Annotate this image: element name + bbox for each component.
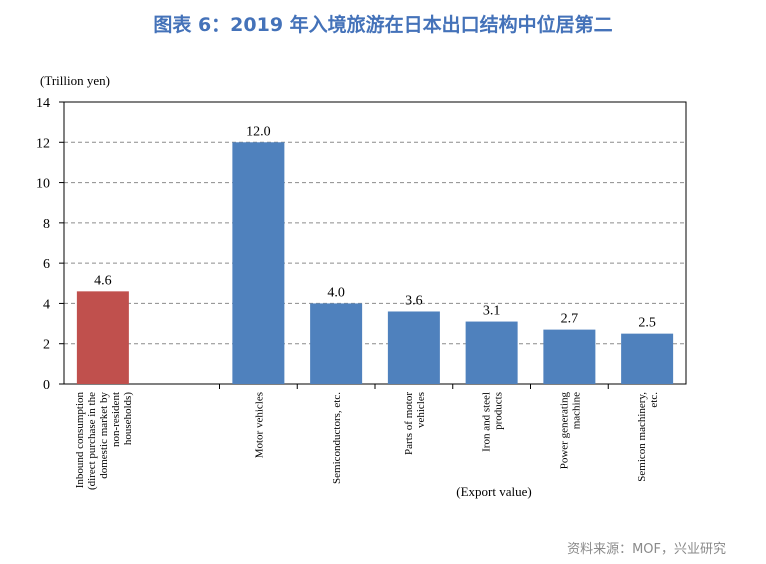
x-tick-label: Iron and steel products <box>481 392 505 452</box>
bar <box>232 142 285 384</box>
y-tick-label: 8 <box>43 217 50 232</box>
x-tick-label-line: domestic market by <box>98 392 110 479</box>
y-tick-label: 2 <box>43 338 50 353</box>
y-axis-label: (Trillion yen) <box>40 73 110 88</box>
x-tick-label-line: households) <box>122 392 134 446</box>
x-tick-label-line: Iron and steel <box>481 392 493 452</box>
y-tick-label: 14 <box>36 96 50 111</box>
x-tick-label: Motor vehicles <box>253 392 265 458</box>
gridlines <box>64 141 686 345</box>
x-tick-label-line: machine <box>570 392 582 429</box>
x-tick-label-line: Parts of motor <box>403 392 415 455</box>
bars: 4.6 12.0 4.0 3.6 3.1 2.7 2.5 <box>76 124 674 384</box>
y-tick-label: 6 <box>43 257 50 272</box>
figure-title: 图表 6：2019 年入境旅游在日本出口结构中位居第二 <box>153 14 613 36</box>
x-axis-label: (Export value) <box>456 484 531 499</box>
x-tick-label: Parts of motor vehicles <box>403 392 427 455</box>
y-tick-label: 4 <box>43 297 50 312</box>
data-label: 4.0 <box>327 285 345 300</box>
bar <box>465 321 518 384</box>
bar <box>76 291 129 384</box>
x-tick-label-line: vehicles <box>415 392 427 428</box>
x-tick-label-line: products <box>493 392 505 430</box>
x-tick-label-line: Power generating <box>558 392 570 470</box>
x-tick-label: Power generating machine <box>558 392 582 470</box>
source-note: 资料来源：MOF，兴业研究 <box>567 542 726 557</box>
bar <box>621 333 674 384</box>
x-axis: Inbound consumption (direct purchase in t… <box>74 384 660 490</box>
data-label: 3.1 <box>483 304 501 319</box>
x-tick-label-line: (direct purchase in the <box>86 392 98 490</box>
bar <box>543 329 596 384</box>
y-tick-label: 12 <box>36 136 50 151</box>
x-tick-label-line: Semicon machinery, <box>636 392 648 482</box>
x-tick-label: Semicon machinery, etc. <box>636 392 660 482</box>
data-label: 2.7 <box>561 312 579 327</box>
x-tick-label-line: Inbound consumption <box>74 392 86 489</box>
data-label: 12.0 <box>246 124 271 139</box>
x-tick-label: Semiconductors, etc. <box>331 392 343 484</box>
data-label: 4.6 <box>94 273 112 288</box>
bar <box>310 303 363 384</box>
x-tick-label: Inbound consumption (direct purchase in t… <box>74 392 134 491</box>
data-label: 3.6 <box>405 293 423 308</box>
data-label: 2.5 <box>638 316 656 331</box>
y-tick-label: 10 <box>36 177 50 192</box>
y-tick-label: 0 <box>43 378 50 393</box>
bar <box>387 311 440 384</box>
x-tick-label-line: Motor vehicles <box>253 392 265 458</box>
x-tick-label-line: Semiconductors, etc. <box>331 392 343 484</box>
x-tick-label-line: etc. <box>648 392 660 408</box>
y-axis: 0 2 4 6 8 10 12 14 <box>36 96 64 393</box>
x-tick-label-line: non-resident <box>110 392 122 447</box>
